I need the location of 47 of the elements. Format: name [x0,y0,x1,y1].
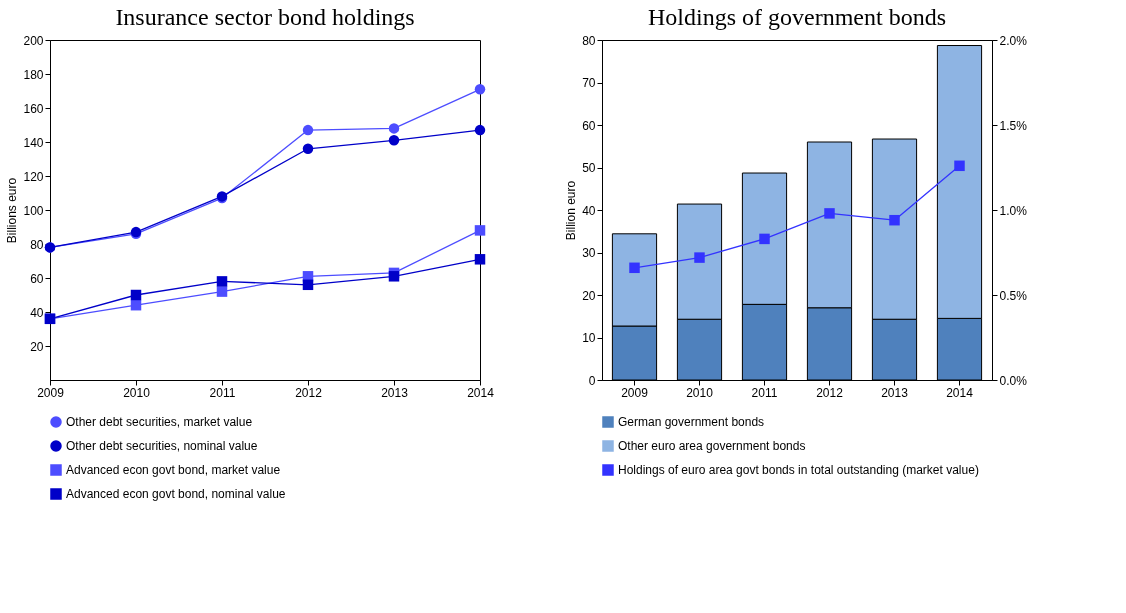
y2-tick-label: 1.0% [999,203,1028,218]
y-tick-label: 100 [23,203,44,218]
x-tick-label: 2010 [686,385,714,400]
y-tick-label: 30 [582,246,596,260]
y-tick-label: 20 [582,288,596,303]
y-tick-label: 20 [30,339,44,354]
y2-tick-label: 0.5% [999,288,1028,303]
y-tick-label: 80 [582,33,596,48]
y-tick-label: 200 [23,33,44,48]
y-tick-label: 10 [582,331,596,345]
legend-label: Advanced econ govt bond, market value [66,463,281,477]
x-tick-label: 2009 [37,385,65,400]
x-tick-label: 2014 [946,385,974,400]
x-tick-label: 2011 [751,385,778,400]
chart-title: Holdings of government bonds [648,4,946,30]
y-axis-title: Billion euro [564,180,579,241]
x-tick-label: 2013 [881,385,909,400]
y-tick-label: 120 [23,169,44,184]
x-tick-label: 2010 [123,385,151,400]
x-tick-label: 2012 [295,385,323,400]
y-tick-label: 50 [582,161,596,175]
legend-label: Other debt securities, nominal value [66,439,258,453]
y2-tick-label: 1.5% [999,118,1028,133]
y-tick-label: 160 [23,101,44,116]
y-tick-label: 70 [582,76,596,90]
x-tick-label: 2012 [816,385,844,400]
x-tick-label: 2014 [467,385,495,400]
legend-label: German government bonds [618,415,765,429]
y-tick-label: 180 [23,67,44,82]
y-axis-title: Billions euro [5,177,20,244]
y2-tick-label: 2.0% [999,33,1028,48]
y-tick-label: 60 [30,271,44,286]
y-tick-label: 140 [23,135,44,150]
chart-title: Insurance sector bond holdings [115,4,415,30]
y-tick-label: 0 [588,373,596,388]
y-tick-label: 80 [30,237,44,252]
y-tick-label: 40 [582,203,596,218]
legend-label: Other euro area government bonds [618,439,806,453]
y-tick-label: 40 [30,305,44,320]
legend-label: Advanced econ govt bond, nominal value [66,487,286,501]
legend-label: Holdings of euro area govt bonds in total outstanding (market value) [618,463,979,477]
y2-tick-label: 0.0% [999,373,1028,388]
legend-label: Other debt securities, market value [66,415,253,429]
x-tick-label: 2009 [621,385,649,400]
x-tick-label: 2013 [381,385,409,400]
x-tick-label: 2011 [209,385,236,400]
y-tick-label: 60 [582,118,596,133]
